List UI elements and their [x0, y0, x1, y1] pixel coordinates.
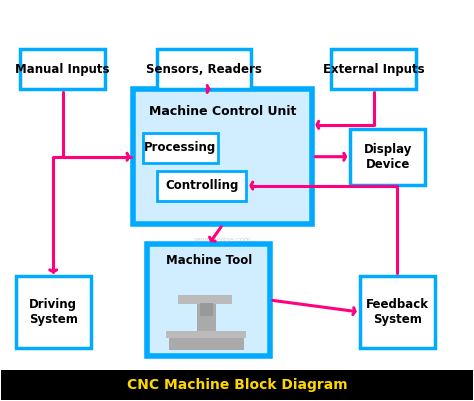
Text: CNC Machine Block Diagram: CNC Machine Block Diagram [127, 378, 347, 392]
Text: Machine Tool: Machine Tool [165, 254, 252, 267]
FancyBboxPatch shape [350, 129, 426, 184]
Text: www.fledge.com: www.fledge.com [194, 237, 252, 243]
Text: External Inputs: External Inputs [323, 63, 424, 75]
FancyBboxPatch shape [1, 370, 473, 400]
FancyBboxPatch shape [166, 331, 246, 338]
FancyBboxPatch shape [16, 276, 91, 348]
Text: Display
Device: Display Device [364, 143, 412, 171]
FancyBboxPatch shape [331, 49, 416, 89]
FancyBboxPatch shape [359, 276, 435, 348]
FancyBboxPatch shape [133, 89, 312, 225]
Text: Machine Control Unit: Machine Control Unit [149, 105, 297, 118]
FancyBboxPatch shape [169, 338, 244, 350]
FancyBboxPatch shape [197, 302, 216, 338]
FancyBboxPatch shape [20, 49, 105, 89]
FancyBboxPatch shape [147, 244, 270, 356]
Text: Driving
System: Driving System [29, 298, 78, 326]
FancyBboxPatch shape [157, 171, 246, 200]
FancyBboxPatch shape [143, 133, 218, 163]
Text: Feedback
System: Feedback System [366, 298, 428, 326]
Text: Sensors, Readers: Sensors, Readers [146, 63, 262, 75]
Text: Controlling: Controlling [165, 179, 238, 192]
Text: Processing: Processing [144, 141, 217, 154]
Text: Manual Inputs: Manual Inputs [15, 63, 110, 75]
FancyBboxPatch shape [157, 49, 251, 89]
FancyBboxPatch shape [200, 303, 213, 316]
FancyBboxPatch shape [178, 295, 232, 304]
